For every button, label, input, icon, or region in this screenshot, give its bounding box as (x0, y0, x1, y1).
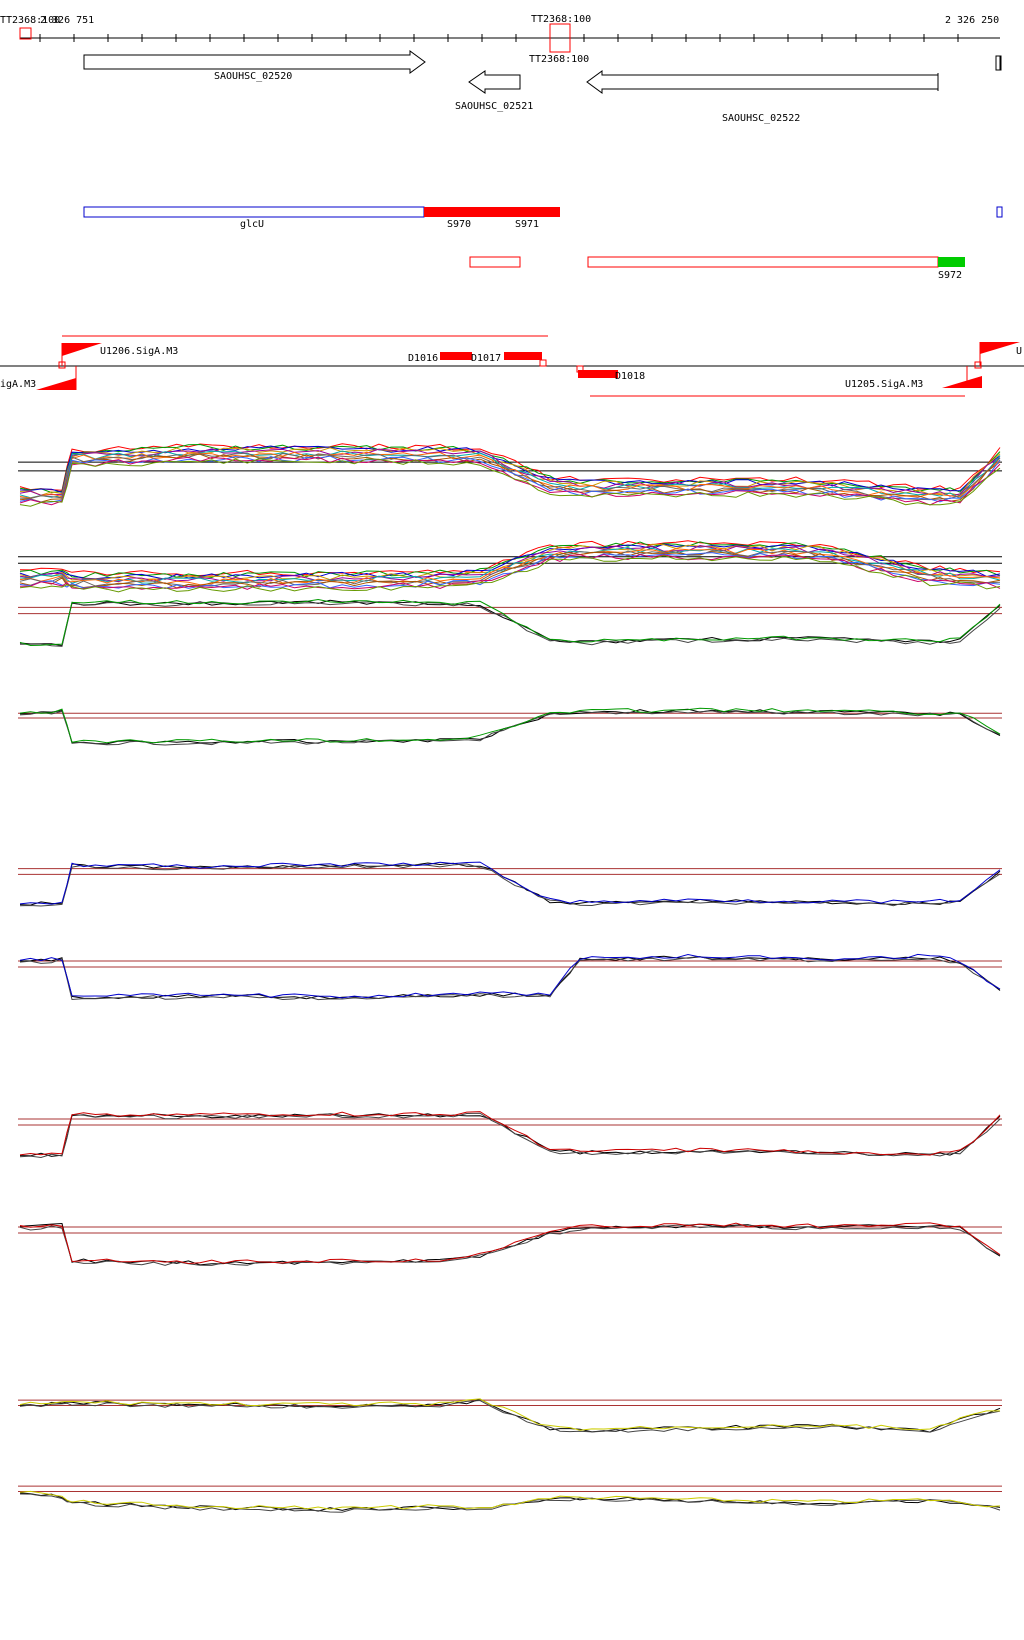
expression-panel-blue-rev (18, 953, 1002, 1001)
promoter-flag-u1205[interactable] (942, 376, 982, 388)
segment-label-s971: S971 (515, 219, 539, 230)
promoter-label-right-edge: U (1016, 346, 1022, 357)
expression-series-line (19, 458, 1001, 507)
promoter-label-left-rev: igA.M3 (0, 379, 36, 390)
segment-label-s970: S970 (447, 219, 471, 230)
expression-series-line (19, 1398, 1000, 1431)
expression-series-line (19, 1111, 1001, 1156)
segment-s972[interactable] (938, 257, 965, 267)
terminator-label-d1016: D1016 (408, 353, 438, 364)
expression-panel-green-fwd (18, 598, 1002, 647)
gene-arrow-saouhsc-02520[interactable] (83, 50, 426, 74)
expression-series-line (19, 1224, 1001, 1266)
expression-panel-yellow-rev (18, 1485, 1002, 1513)
expression-series-line (19, 1490, 1001, 1510)
expression-panel-green-rev (18, 707, 1002, 746)
expression-panel-multi-fwd (18, 443, 1002, 507)
expression-series-line (20, 601, 1001, 647)
expression-panel-red-fwd (18, 1111, 1002, 1159)
expression-series-line (19, 707, 1001, 744)
expression-panel-multi-rev (18, 540, 1002, 593)
gene-track: SAOUHSC_02520 SAOUHSC_02521 SAOUHSC_0252… (83, 50, 1002, 124)
coordinate-ruler: 2 326 751 2 326 250 TT2368:100 TT2368:10… (0, 14, 1001, 70)
terminator-d1017[interactable] (504, 352, 542, 360)
gene-arrow-saouhsc-02522[interactable] (586, 70, 939, 94)
ruler-ticks (39, 34, 959, 42)
expression-panel-red-rev (18, 1222, 1002, 1266)
gene-label-02521: SAOUHSC_02521 (455, 101, 533, 112)
segment-label-s972: S972 (938, 270, 962, 281)
tt-label-top: TT2368:100 (531, 14, 591, 25)
tt-marker-center[interactable] (549, 23, 571, 53)
tt-label-center: TT2368:100 (529, 54, 589, 65)
expression-series-line (19, 450, 1001, 499)
expression-panel-yellow-fwd (18, 1398, 1002, 1433)
terminator-label-d1018: D1018 (615, 371, 645, 382)
terminator-d1016[interactable] (440, 352, 472, 360)
expression-series-line (19, 453, 1001, 503)
promoter-flag-u1206[interactable] (62, 343, 102, 356)
segment-right-edge[interactable] (996, 206, 1003, 218)
expression-series-line (19, 1112, 1001, 1159)
terminator-label-d1017: D1017 (471, 353, 501, 364)
promoter-label-u1205: U1205.SigA.M3 (845, 379, 923, 390)
tt-label-left: TT2368:100 (0, 15, 60, 26)
promoter-label-u1206: U1206.SigA.M3 (100, 346, 178, 357)
terminator-d1018[interactable] (578, 370, 618, 378)
expression-series-line (19, 443, 1001, 494)
coord-left-label: 2 326 751 (40, 15, 94, 26)
expression-series-line (19, 541, 1001, 579)
expression-series-line (19, 863, 1001, 907)
expression-series-line (19, 598, 1001, 647)
gene-label-02520: SAOUHSC_02520 (214, 71, 292, 82)
expression-series-line (19, 1113, 1001, 1157)
promoter-flag-left-rev[interactable] (36, 378, 76, 390)
segment-rev-long[interactable] (587, 256, 939, 268)
gene-label-02522: SAOUHSC_02522 (722, 113, 800, 124)
expression-series-line (19, 1399, 1001, 1433)
expression-series-line (19, 861, 1001, 905)
gene-arrow-saouhsc-02521[interactable] (468, 70, 521, 94)
expression-series-line (19, 953, 1001, 999)
promoter-track: U1206.SigA.M3 igA.M3 D1016 D1017 D1018 U… (0, 335, 1024, 397)
segment-glcu[interactable] (83, 206, 425, 218)
expression-series-line (19, 1493, 1001, 1513)
expression-panel-blue-fwd (18, 861, 1002, 907)
gene-arrow-right-edge[interactable] (995, 55, 1002, 71)
segment-s970-s971[interactable] (424, 207, 560, 217)
expression-series-line (19, 540, 1001, 577)
expression-series-line (19, 710, 1001, 746)
coord-right-label: 2 326 250 (945, 15, 999, 26)
segment-track: glcU S970 S971 S972 (83, 206, 1003, 281)
expression-panels (18, 443, 1002, 1513)
segment-rev-small[interactable] (469, 256, 521, 268)
segment-label-glcu: glcU (240, 219, 264, 230)
expression-series-line (19, 554, 1001, 593)
expression-series-line (19, 1222, 1001, 1265)
tt-marker-left[interactable] (19, 27, 32, 40)
expression-series-line (19, 551, 1001, 589)
expression-series-line (19, 955, 1001, 1001)
promoter-flag-right-edge[interactable] (980, 342, 1020, 354)
